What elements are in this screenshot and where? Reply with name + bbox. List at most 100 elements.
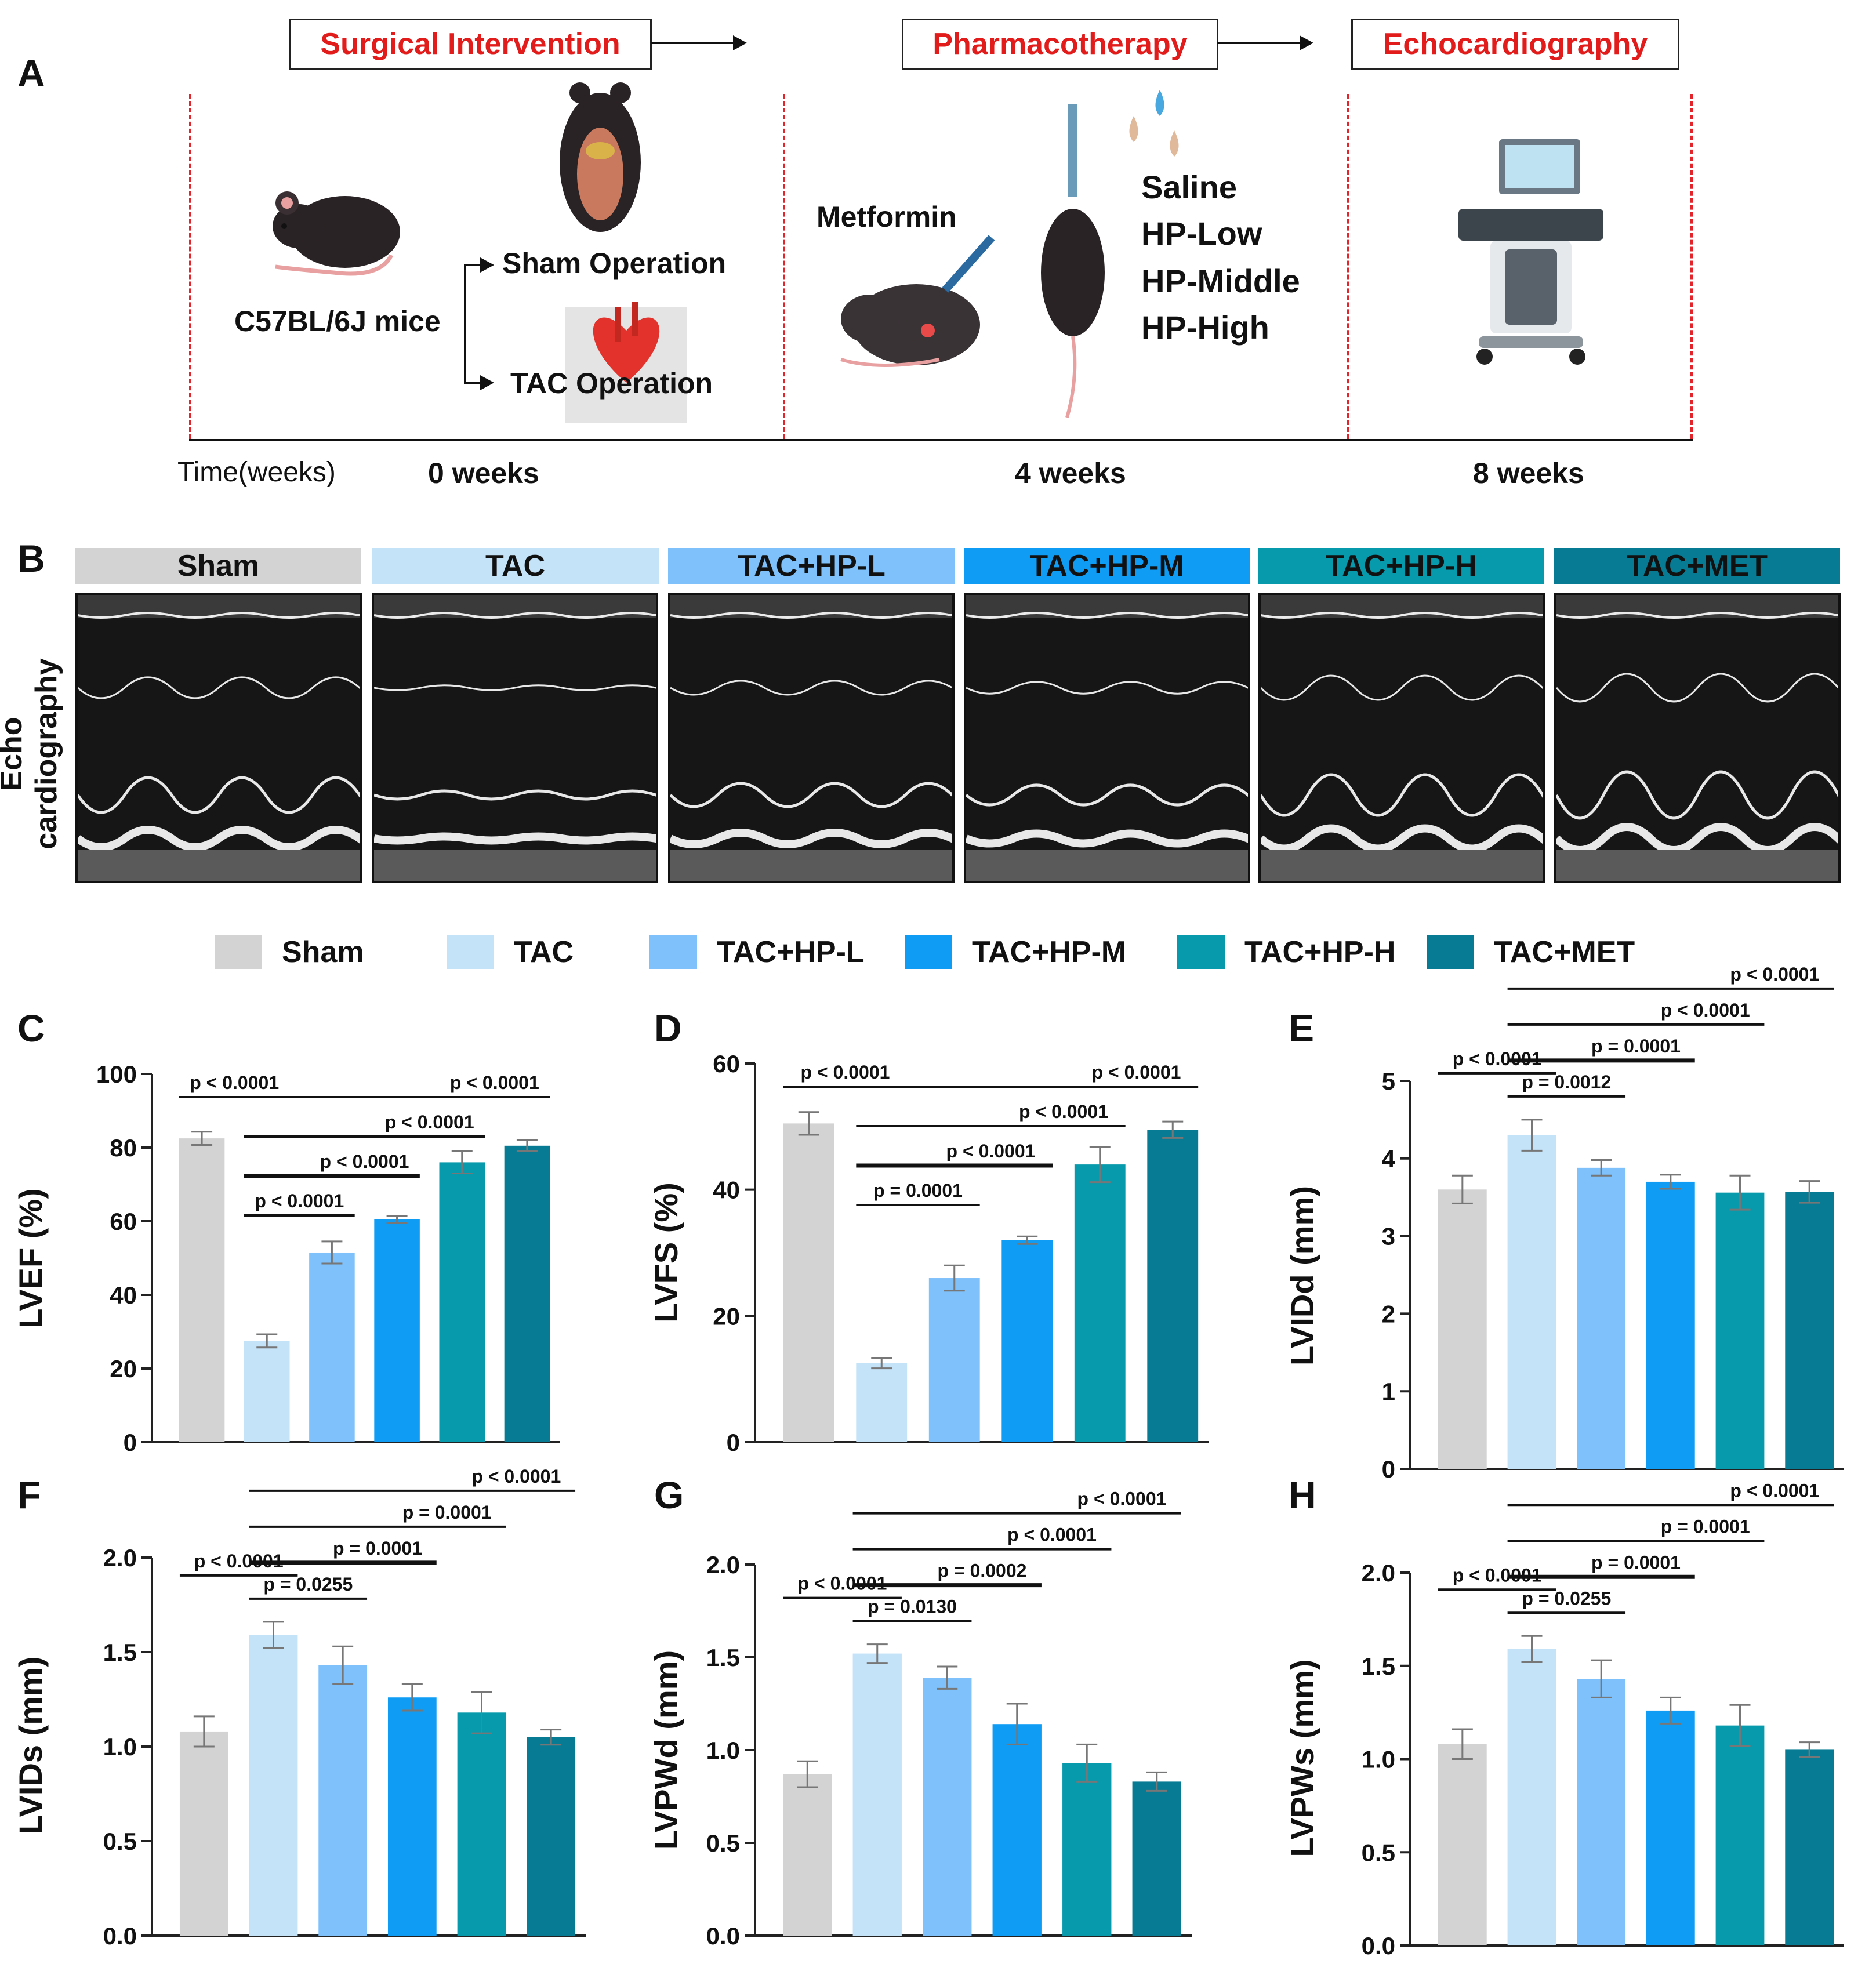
y-tick-label: 2.0 bbox=[1362, 1559, 1395, 1587]
bar-tac bbox=[1507, 1135, 1556, 1469]
step-arrow-2 bbox=[1217, 35, 1313, 50]
bar-tac-met bbox=[1147, 1130, 1199, 1442]
treatment-hp-low: HP-Low bbox=[1141, 215, 1262, 252]
echo-image bbox=[75, 593, 362, 883]
y-axis-label: LVIDs (mm) bbox=[12, 1657, 49, 1835]
p-value-label: p < 0.0001 bbox=[1019, 1101, 1108, 1122]
step-arrow-1 bbox=[651, 35, 747, 50]
y-tick-label: 1.5 bbox=[103, 1639, 137, 1666]
y-tick-label: 0.0 bbox=[1362, 1932, 1395, 1959]
echo-image bbox=[1258, 593, 1545, 883]
timepoint-4-weeks: 4 weeks bbox=[1015, 457, 1126, 489]
step-surgical-intervention: Surgical Intervention bbox=[289, 19, 652, 70]
bar-tac-hp-m bbox=[1646, 1710, 1695, 1945]
panel-label-h: H bbox=[1289, 1473, 1316, 1516]
p-value-label: p = 0.0001 bbox=[333, 1538, 422, 1559]
timeline-dash-0 bbox=[189, 94, 191, 439]
p-value-label: p < 0.0001 bbox=[190, 1072, 279, 1093]
y-tick-label: 5 bbox=[1382, 1068, 1395, 1095]
p-value-label: p < 0.0001 bbox=[1092, 1062, 1181, 1083]
y-axis-label: LVPWs (mm) bbox=[1284, 1659, 1320, 1857]
bar-sham bbox=[179, 1138, 225, 1442]
y-tick-label: 1.5 bbox=[706, 1644, 740, 1671]
p-value-label: p < 0.0001 bbox=[801, 1062, 890, 1083]
p-value-label: p = 0.0001 bbox=[1661, 1516, 1750, 1537]
p-value-label: p < 0.0001 bbox=[471, 1466, 561, 1487]
p-value-label: p < 0.0001 bbox=[385, 1112, 474, 1132]
p-value-label: p < 0.0001 bbox=[255, 1190, 344, 1211]
p-value-label: p = 0.0001 bbox=[402, 1502, 492, 1523]
timepoint-0-weeks: 0 weeks bbox=[428, 457, 539, 489]
echo-header-tac: TAC bbox=[372, 548, 659, 584]
ultrasound-machine-icon bbox=[1458, 139, 1603, 365]
legend-tac-hp-l: TAC+HP-L bbox=[649, 935, 865, 970]
legend-swatch bbox=[649, 935, 697, 969]
timeline-dash-3 bbox=[1690, 94, 1693, 439]
y-axis-label: LVIDd (mm) bbox=[1284, 1186, 1320, 1366]
legend-label: Sham bbox=[282, 935, 364, 969]
p-value-label: p = 0.0255 bbox=[1522, 1588, 1611, 1609]
bar-tac-hp-h bbox=[1062, 1763, 1112, 1936]
panel-label-d: D bbox=[654, 1007, 682, 1050]
legend-swatch bbox=[215, 935, 262, 969]
bar-sham bbox=[783, 1774, 832, 1936]
bar-tac-hp-l bbox=[923, 1678, 972, 1936]
y-axis-label: LVPWd (mm) bbox=[648, 1650, 684, 1850]
echo-header-tac-met: TAC+MET bbox=[1554, 548, 1840, 584]
operation-bracket bbox=[464, 264, 466, 383]
bar-sham bbox=[1438, 1744, 1487, 1945]
y-tick-label: 2 bbox=[1382, 1300, 1395, 1327]
p-value-label: p < 0.0001 bbox=[946, 1141, 1036, 1161]
metformin-label: Metformin bbox=[817, 201, 957, 233]
bar-tac-hp-m bbox=[992, 1724, 1042, 1936]
bar-tac-hp-m bbox=[1001, 1240, 1053, 1442]
p-value-label: p < 0.0001 bbox=[1730, 964, 1819, 985]
injection-mouse-icon bbox=[1041, 104, 1105, 418]
bar-tac bbox=[856, 1363, 908, 1442]
y-tick-label: 80 bbox=[110, 1134, 137, 1161]
treatment-saline: Saline bbox=[1141, 169, 1237, 205]
treatment-hp-high: HP-High bbox=[1141, 309, 1269, 346]
p-value-label: p < 0.0001 bbox=[320, 1151, 409, 1172]
p-value-label: p = 0.0001 bbox=[1591, 1036, 1681, 1057]
bar-sham bbox=[1438, 1189, 1487, 1469]
echo-header-tac-hp-l: TAC+HP-L bbox=[668, 548, 955, 584]
bar-sham bbox=[783, 1123, 834, 1442]
bar-tac bbox=[1507, 1649, 1556, 1945]
echo-image bbox=[1554, 593, 1841, 883]
legend-tac-hp-m: TAC+HP-M bbox=[905, 935, 1126, 970]
p-value-label: p < 0.0001 bbox=[1661, 1000, 1750, 1021]
p-value-label: p = 0.0255 bbox=[263, 1574, 353, 1595]
mouse-illustration-icon bbox=[273, 191, 400, 276]
treatment-hp-middle: HP-Middle bbox=[1141, 263, 1300, 299]
bar-tac-hp-h bbox=[1715, 1192, 1765, 1469]
tac-operation-label: TAC Operation bbox=[510, 367, 713, 400]
y-tick-label: 4 bbox=[1382, 1145, 1396, 1173]
y-tick-label: 0 bbox=[727, 1429, 740, 1456]
bar-tac-met bbox=[504, 1145, 550, 1442]
echo-image bbox=[964, 593, 1250, 883]
y-tick-label: 0.0 bbox=[706, 1922, 740, 1950]
legend-label: TAC+HP-M bbox=[972, 935, 1127, 969]
p-value-label: p = 0.0012 bbox=[1522, 1072, 1611, 1092]
y-tick-label: 60 bbox=[713, 1050, 740, 1077]
y-tick-label: 0.5 bbox=[1362, 1839, 1395, 1866]
bar-tac bbox=[852, 1653, 902, 1936]
bar-tac-hp-m bbox=[374, 1219, 420, 1442]
drops-icon bbox=[1129, 90, 1179, 157]
bar-tac-hp-h bbox=[439, 1162, 485, 1442]
legend-tac: TAC bbox=[447, 935, 574, 970]
legend-tac-met: TAC+MET bbox=[1427, 935, 1635, 970]
legend-swatch bbox=[1427, 935, 1474, 969]
y-tick-label: 0 bbox=[1382, 1455, 1395, 1483]
y-tick-label: 2.0 bbox=[706, 1551, 740, 1578]
y-tick-label: 0.5 bbox=[706, 1830, 740, 1857]
step-pharmacotherapy: Pharmacotherapy bbox=[902, 19, 1218, 70]
bar-tac-hp-l bbox=[928, 1278, 980, 1442]
timeline-dash-2 bbox=[1347, 94, 1349, 439]
echo-header-sham: Sham bbox=[75, 548, 361, 584]
y-tick-label: 2.0 bbox=[103, 1544, 137, 1571]
heart-tac-icon bbox=[565, 302, 687, 423]
sham-mouse-icon bbox=[560, 82, 641, 232]
echo-image bbox=[668, 593, 955, 883]
